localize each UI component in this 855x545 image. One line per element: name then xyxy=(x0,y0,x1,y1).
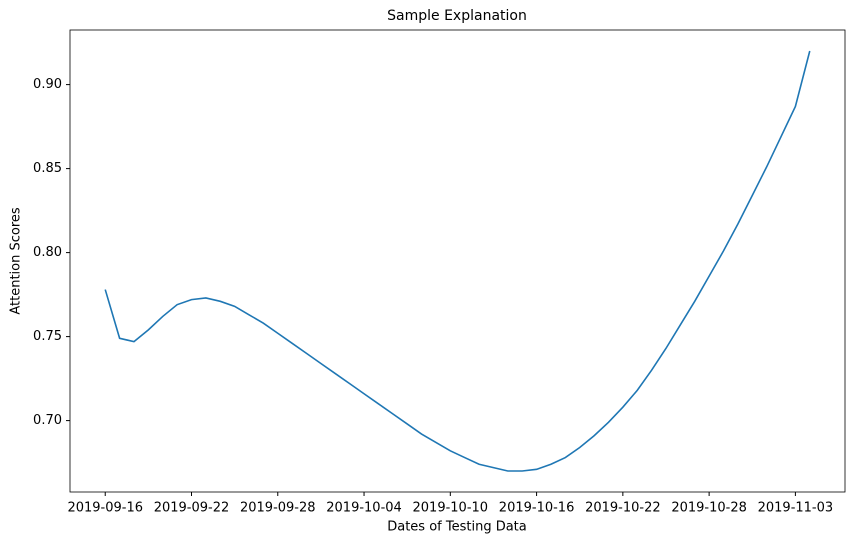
y-axis-label: Attention Scores xyxy=(9,207,24,315)
plot-frame xyxy=(69,29,846,493)
y-tick-label: 0.70 xyxy=(33,413,62,428)
x-tick-label: 2019-10-22 xyxy=(585,501,661,516)
x-tick-label: 2019-09-22 xyxy=(154,501,230,516)
x-tick-label: 2019-10-04 xyxy=(326,501,402,516)
y-tick-label: 0.90 xyxy=(33,77,62,92)
x-tick-label: 2019-09-16 xyxy=(67,501,143,516)
y-tick-label: 0.85 xyxy=(33,161,62,176)
chart-title: Sample Explanation xyxy=(387,8,527,24)
data-line xyxy=(104,50,811,472)
x-axis-label: Dates of Testing Data xyxy=(387,520,527,535)
x-tick-label: 2019-10-28 xyxy=(671,501,747,516)
x-tick-label: 2019-11-03 xyxy=(758,501,834,516)
x-tick-label: 2019-09-28 xyxy=(240,501,316,516)
x-tick-label: 2019-10-10 xyxy=(413,501,489,516)
x-tick-label: 2019-10-16 xyxy=(499,501,575,516)
y-tick-label: 0.80 xyxy=(33,245,62,260)
y-tick-label: 0.75 xyxy=(33,329,62,344)
